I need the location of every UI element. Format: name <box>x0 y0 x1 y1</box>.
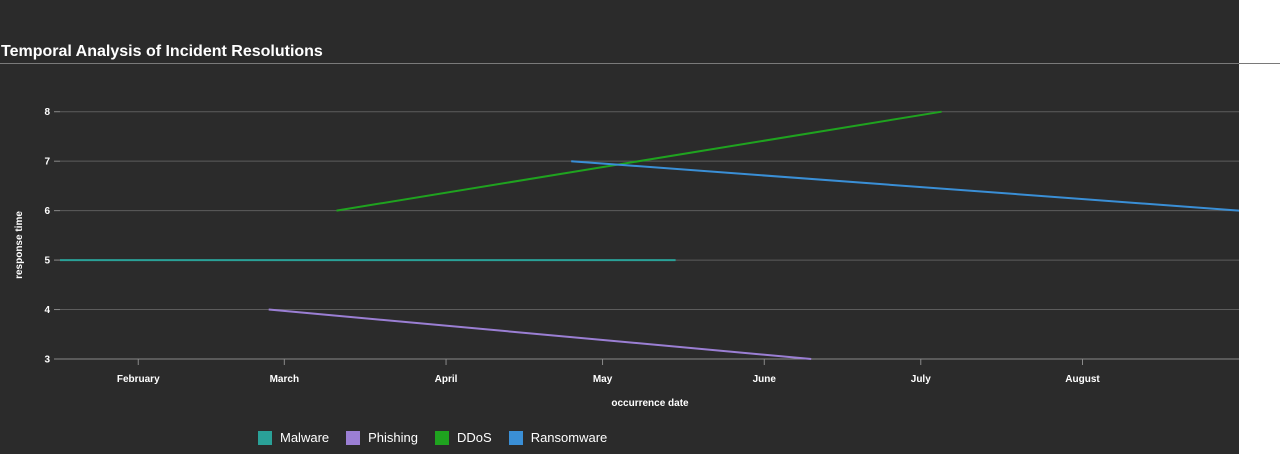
legend-item-malware[interactable]: Malware <box>258 430 329 445</box>
series-line-phishing <box>268 308 812 360</box>
legend-label: Malware <box>280 430 330 445</box>
y-tick-label: 8 <box>44 107 50 118</box>
x-axis-label: occurrence date <box>611 398 689 409</box>
y-tick-label: 4 <box>44 305 50 316</box>
legend-swatch <box>258 430 272 445</box>
legend-item-ddos[interactable]: DDoS <box>435 430 492 445</box>
legend-label: Phishing <box>368 430 418 445</box>
chart-panel <box>0 0 1239 454</box>
legend-swatch <box>508 430 523 445</box>
grid-lines <box>60 111 1239 360</box>
y-tick-label: 3 <box>44 355 50 366</box>
x-tick-label: February <box>117 374 160 385</box>
line-chart: 3 4 5 6 7 8 February March April May June July Augu… <box>14 107 1239 409</box>
legend-swatch <box>435 430 449 445</box>
legend: Malware Phishing DDoS Ransomware <box>258 430 624 445</box>
series-line-ransomware <box>571 160 1239 212</box>
legend-label: DDoS <box>457 430 492 445</box>
x-axis-ticks: February March April May June July August <box>60 358 1239 385</box>
legend-item-phishing[interactable]: Phishing <box>346 430 418 445</box>
y-tick-label: 5 <box>44 256 50 267</box>
x-tick-label: June <box>753 374 777 385</box>
x-tick-label: April <box>435 374 458 385</box>
chart-title: Temporal Analysis of Incident Resolution… <box>1 43 323 60</box>
y-axis-label: response time <box>14 211 25 279</box>
legend-swatch <box>346 430 361 445</box>
x-tick-label: August <box>1065 374 1100 385</box>
y-axis-ticks: 3 4 5 6 7 8 <box>44 107 60 366</box>
x-tick-label: July <box>911 374 931 385</box>
x-tick-label: March <box>270 374 299 385</box>
legend-item-ransomware[interactable]: Ransomware <box>508 430 608 445</box>
legend-label: Ransomware <box>530 430 608 445</box>
series-lines <box>60 110 1239 360</box>
y-tick-label: 6 <box>44 206 50 217</box>
x-tick-label: May <box>593 374 613 385</box>
title-divider <box>0 63 1280 64</box>
series-line-ddos <box>336 110 942 212</box>
y-tick-label: 7 <box>44 157 50 168</box>
